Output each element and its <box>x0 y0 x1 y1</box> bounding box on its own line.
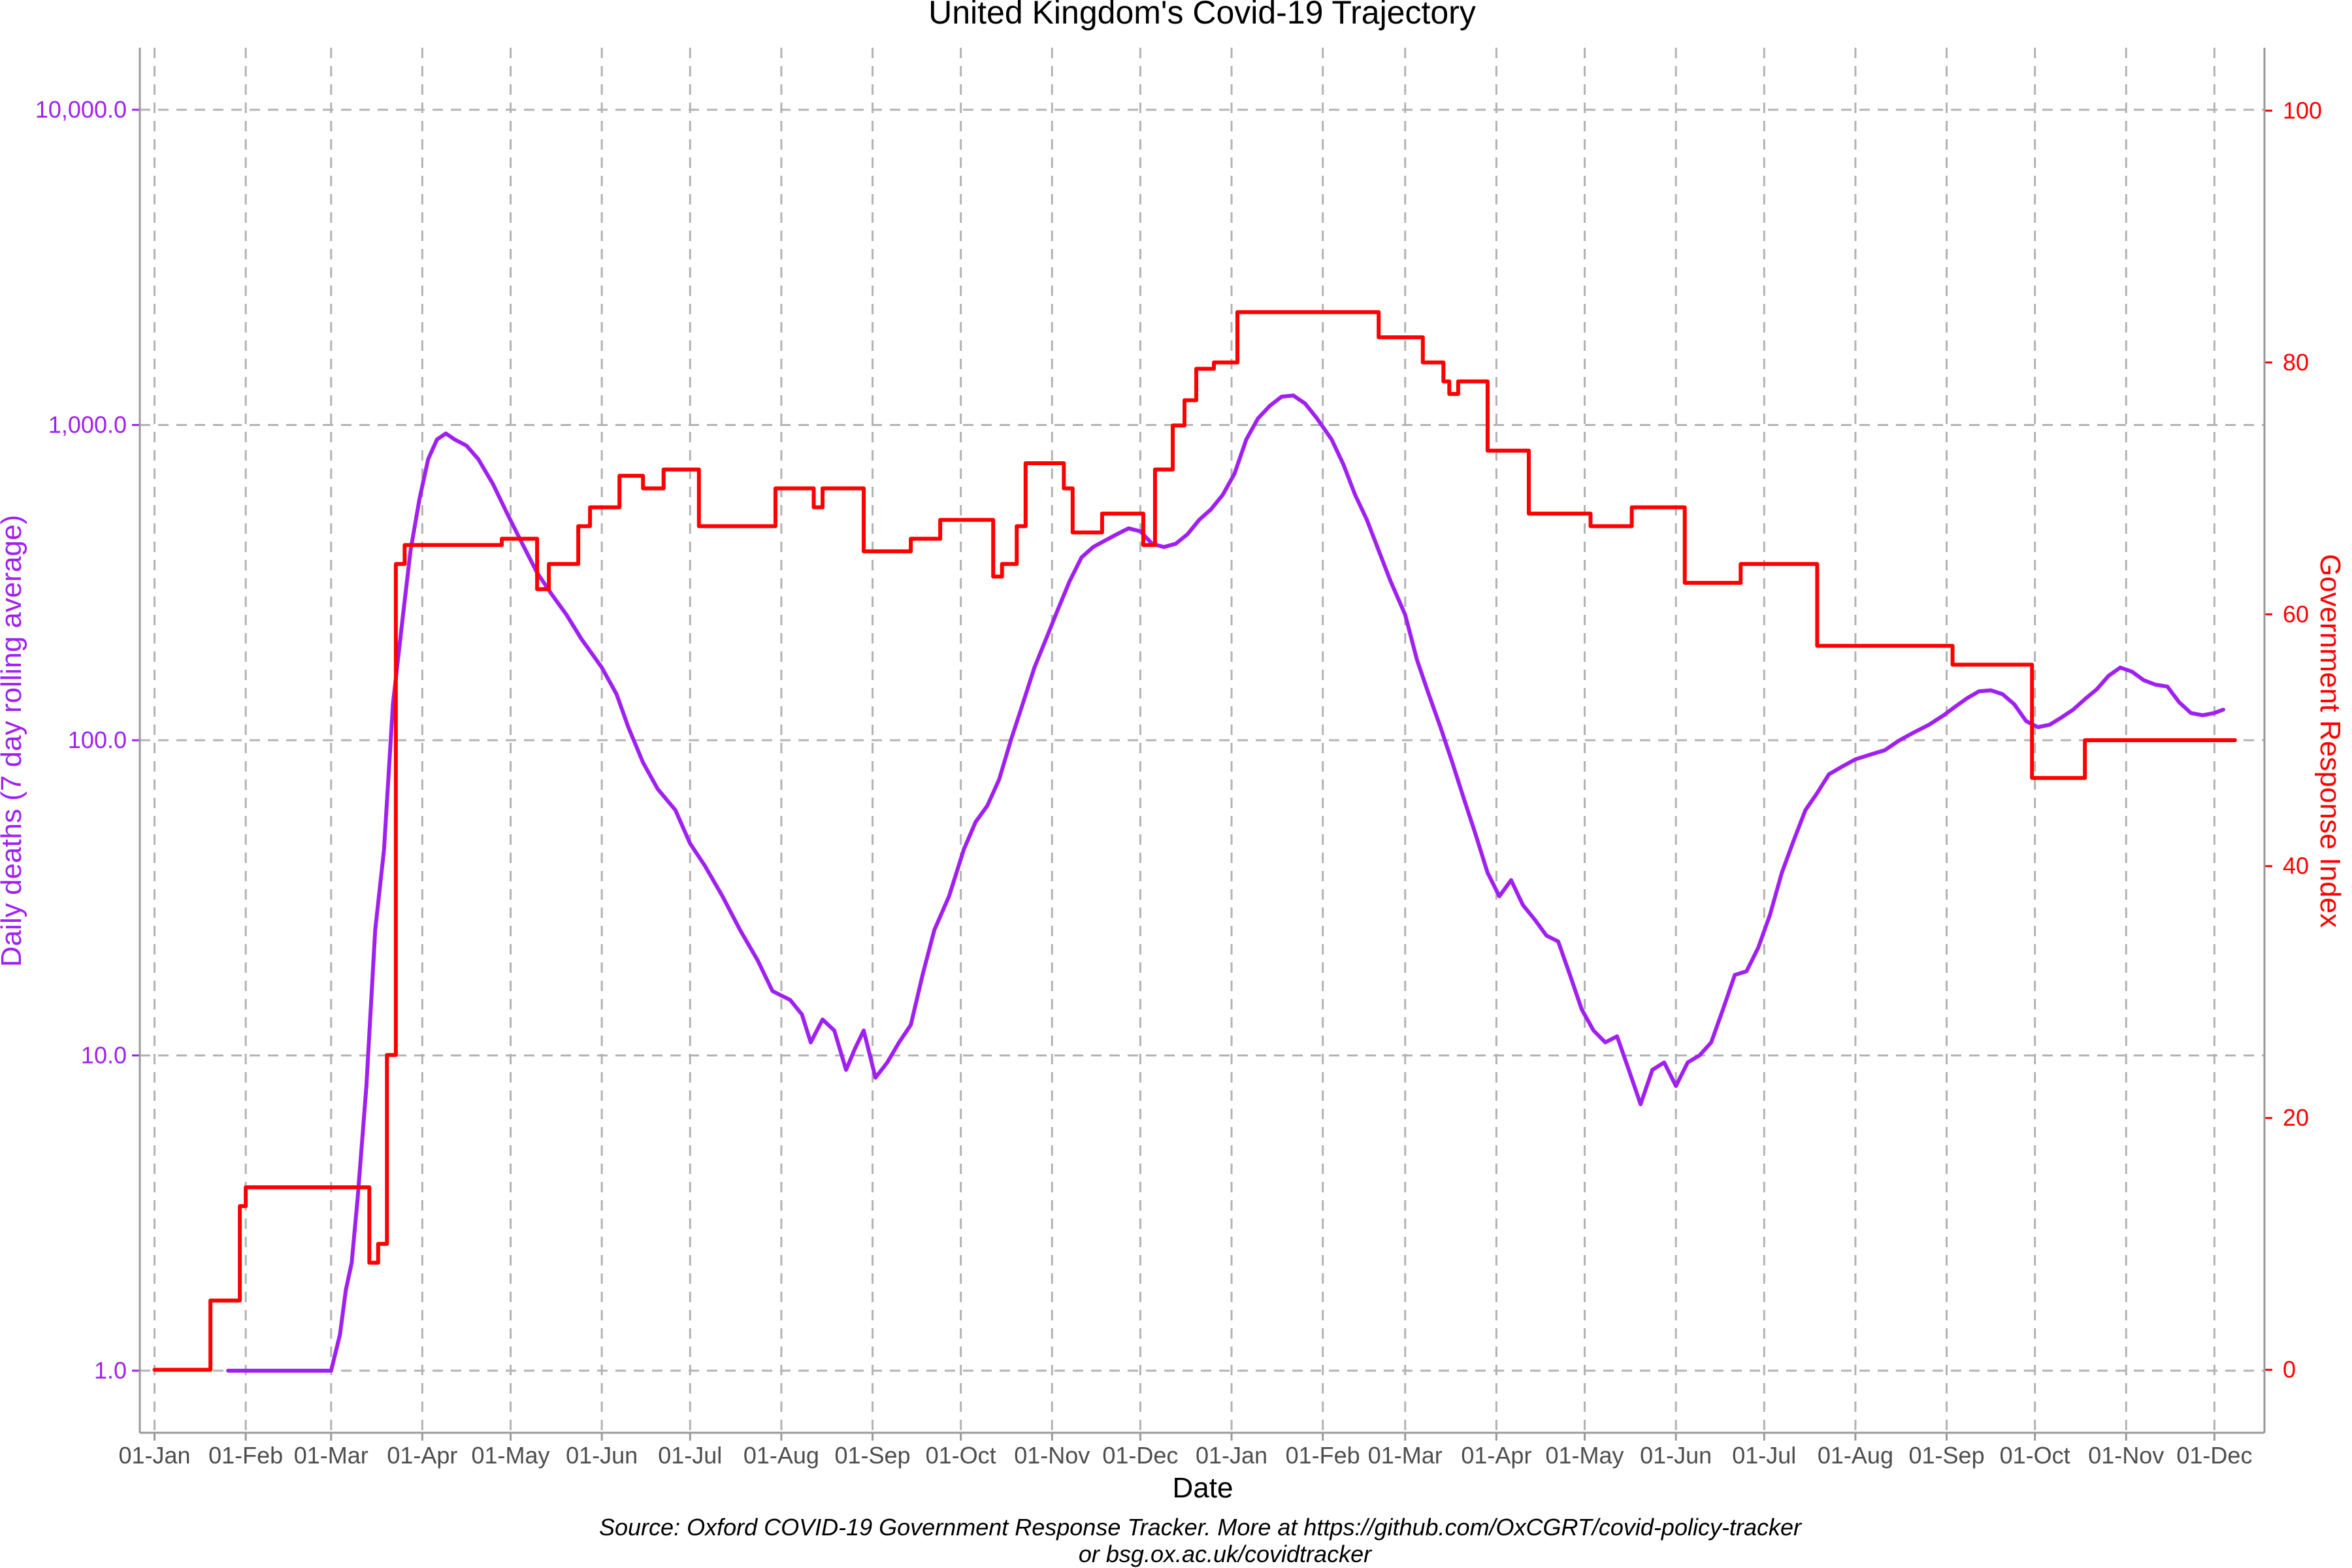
left-y-tick-label: 1.0 <box>94 1357 127 1384</box>
x-tick-label: 01-Feb <box>208 1442 283 1469</box>
right-y-tick-labels: 0 20 40 60 80 100 <box>2283 97 2322 1382</box>
x-tick-label: 01-Dec <box>2176 1442 2252 1469</box>
x-tick-label: 01-Dec <box>1102 1442 1178 1469</box>
x-tick-label: 01-Jul <box>1732 1442 1796 1469</box>
right-y-tick-label: 80 <box>2283 349 2309 376</box>
right-y-tick-label: 40 <box>2283 853 2309 879</box>
left-y-tick-label: 100.0 <box>68 727 127 753</box>
x-tick-label: 01-Nov <box>1014 1442 1090 1469</box>
x-tick-label: 01-Jun <box>566 1442 638 1469</box>
x-tick-label: 01-Aug <box>1818 1442 1893 1469</box>
axes <box>132 48 2272 1441</box>
x-tick-label: 01-Jan <box>118 1442 190 1469</box>
x-tick-label: 01-Jun <box>1640 1442 1712 1469</box>
left-y-tick-label: 1,000.0 <box>48 412 127 438</box>
x-tick-label: 01-Apr <box>387 1442 457 1469</box>
deaths-series-line <box>226 393 2225 1373</box>
x-tick-label: 01-Jul <box>658 1442 722 1469</box>
x-tick-label: 01-May <box>472 1442 550 1469</box>
x-tick-label: 01-May <box>1546 1442 1624 1469</box>
caption-line-2: or bsg.ox.ac.uk/covidtracker <box>1079 1541 1373 1567</box>
left-y-tick-label: 10.0 <box>81 1042 127 1069</box>
chart-title: United Kingdom's Covid-19 Trajectory <box>928 0 1476 31</box>
x-tick-label: 01-Feb <box>1286 1442 1360 1469</box>
grid-lines <box>140 48 2264 1433</box>
right-y-tick-label: 60 <box>2283 600 2309 627</box>
right-y-tick-label: 0 <box>2283 1356 2296 1383</box>
x-tick-label: 01-Oct <box>2000 1442 2070 1469</box>
x-tick-label: 01-Nov <box>2088 1442 2164 1469</box>
caption-line-1: Source: Oxford COVID-19 Government Respo… <box>599 1514 1803 1541</box>
right-y-axis-label: Government Response Index <box>2314 554 2346 928</box>
left-y-axis-label: Daily deaths (7 day rolling average) <box>0 515 27 967</box>
x-axis-label: Date <box>1173 1472 1233 1504</box>
x-tick-label: 01-Oct <box>926 1442 996 1469</box>
x-tick-label: 01-Jan <box>1196 1442 1267 1469</box>
series-layer <box>152 310 2237 1373</box>
right-y-tick-label: 20 <box>2283 1104 2309 1131</box>
x-tick-label: 01-Mar <box>294 1442 368 1469</box>
x-tick-label: 01-Aug <box>743 1442 819 1469</box>
x-tick-label: 01-Sep <box>834 1442 910 1469</box>
response-index-series-line <box>152 310 2237 1372</box>
left-y-tick-labels: 1.0 10.0 100.0 1,000.0 10,000.0 <box>35 96 127 1384</box>
x-tick-label: 01-Sep <box>1909 1442 1985 1469</box>
left-y-tick-label: 10,000.0 <box>35 96 127 123</box>
x-tick-label: 01-Apr <box>1461 1442 1531 1469</box>
x-tick-label: 01-Mar <box>1368 1442 1443 1469</box>
x-tick-labels: 01-Jan 01-Feb 01-Mar 01-Apr 01-May 01-Jun 01-J… <box>118 1442 2252 1469</box>
right-y-tick-label: 100 <box>2283 97 2322 123</box>
